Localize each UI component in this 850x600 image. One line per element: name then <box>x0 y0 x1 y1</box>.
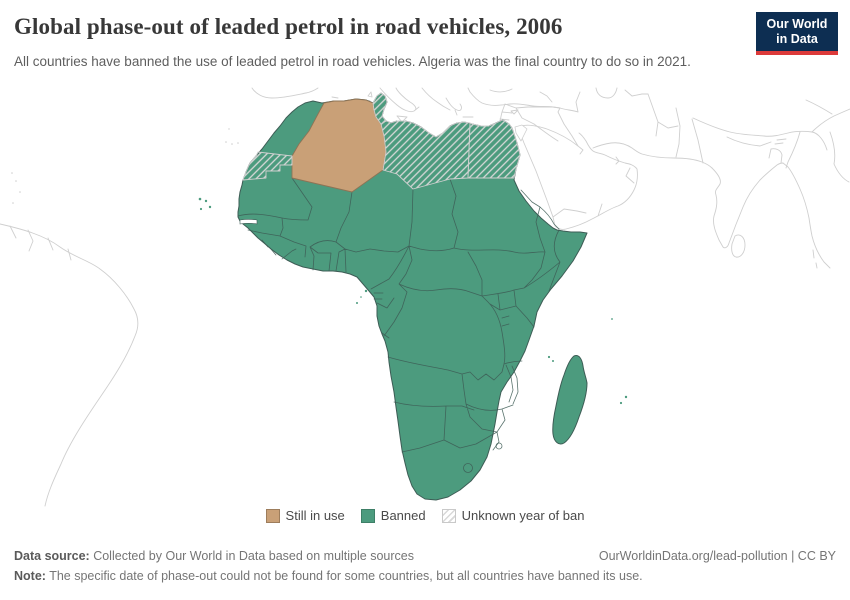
unknown-year-regions[interactable] <box>242 92 528 190</box>
owid-logo-line2: in Data <box>776 32 818 46</box>
page-title: Global phase-out of leaded petrol in roa… <box>14 14 563 39</box>
note-label: Note: <box>14 569 46 583</box>
western-sahara-region[interactable] <box>242 151 293 181</box>
data-source-label: Data source: <box>14 549 90 563</box>
footer-note-row: Note: The specific date of phase-out cou… <box>14 566 836 586</box>
sinai-peninsula <box>514 124 528 142</box>
tunisia-region[interactable] <box>372 92 388 125</box>
owid-logo[interactable]: Our World in Data <box>756 12 838 55</box>
madagascar-region[interactable] <box>552 355 588 445</box>
legend-label-unknown: Unknown year of ban <box>461 508 585 523</box>
data-source-text: Data source: Collected by Our World in D… <box>14 546 414 566</box>
legend-item-still-in-use[interactable]: Still in use <box>265 508 345 523</box>
legend-item-unknown[interactable]: Unknown year of ban <box>441 508 585 523</box>
small-island-states[interactable] <box>198 197 628 405</box>
legend-swatch-unknown <box>441 508 456 523</box>
egypt-region[interactable] <box>467 119 521 179</box>
legend-swatch-banned <box>360 508 375 523</box>
map-legend: Still in use Banned Unknown year of ban <box>0 508 850 523</box>
owid-url-link[interactable]: OurWorldinData.org/lead-pollution | CC B… <box>598 549 836 563</box>
chart-footer: Data source: Collected by Our World in D… <box>14 546 836 586</box>
legend-item-banned[interactable]: Banned <box>360 508 426 523</box>
libya-region[interactable] <box>380 120 471 190</box>
legend-label-still-in-use: Still in use <box>285 508 345 523</box>
note-value: The specific date of phase-out could not… <box>45 569 643 583</box>
choropleth-map-svg <box>0 87 850 507</box>
chart-subtitle: All countries have banned the use of lea… <box>14 54 691 69</box>
owid-logo-line1: Our World <box>766 17 828 31</box>
map-canvas <box>0 84 850 508</box>
data-source-value: Collected by Our World in Data based on … <box>89 549 414 563</box>
footer-source-row: Data source: Collected by Our World in D… <box>14 546 836 566</box>
legend-swatch-still-in-use <box>265 508 280 523</box>
legend-label-banned: Banned <box>380 508 426 523</box>
gambia-sliver <box>239 218 258 225</box>
african-country-borders <box>237 177 561 473</box>
